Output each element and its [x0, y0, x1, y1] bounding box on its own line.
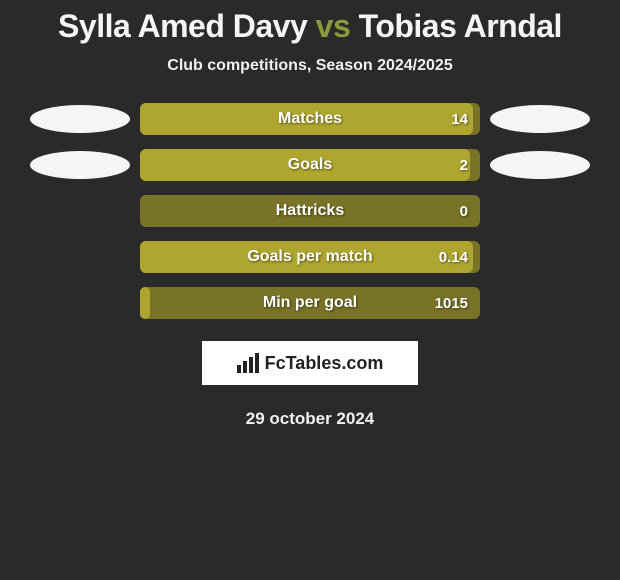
stat-row: Goals2 — [0, 149, 620, 181]
stat-bar: Goals2 — [140, 149, 480, 181]
stat-bar: Min per goal1015 — [140, 287, 480, 319]
stat-row: Matches14 — [0, 103, 620, 135]
stat-row: Hattricks0 — [0, 195, 620, 227]
stat-bar: Goals per match0.14 — [140, 241, 480, 273]
stat-bar: Hattricks0 — [140, 195, 480, 227]
stat-row: Goals per match0.14 — [0, 241, 620, 273]
stat-value: 0 — [460, 195, 468, 227]
player2-indicator — [490, 105, 590, 133]
date-text: 29 october 2024 — [0, 409, 620, 429]
logo-text: FcTables.com — [265, 353, 384, 374]
subtitle: Club competitions, Season 2024/2025 — [0, 57, 620, 75]
vs-text: vs — [316, 8, 351, 44]
stat-row: Min per goal1015 — [0, 287, 620, 319]
comparison-title: Sylla Amed Davy vs Tobias Arndal — [0, 8, 620, 45]
stat-value: 14 — [451, 103, 468, 135]
player2-indicator — [490, 151, 590, 179]
stat-bar: Matches14 — [140, 103, 480, 135]
player1-name: Sylla Amed Davy — [58, 8, 307, 44]
player1-indicator — [30, 151, 130, 179]
stat-value: 0.14 — [439, 241, 468, 273]
stat-label: Min per goal — [140, 287, 480, 319]
stat-value: 2 — [460, 149, 468, 181]
stats-list: Matches14 Goals2 Hattricks0 Goals per match… — [0, 103, 620, 319]
player1-indicator — [30, 105, 130, 133]
stat-label: Matches — [140, 103, 480, 135]
logo-box: FcTables.com — [202, 341, 418, 385]
stat-value: 1015 — [435, 287, 468, 319]
bars-icon — [237, 353, 259, 373]
stat-label: Goals — [140, 149, 480, 181]
player2-name: Tobias Arndal — [359, 8, 562, 44]
stat-label: Goals per match — [140, 241, 480, 273]
stat-label: Hattricks — [140, 195, 480, 227]
